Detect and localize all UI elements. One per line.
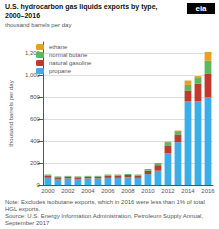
svg-text:800: 800 <box>30 94 41 100</box>
svg-text:Note: Excludes isobutane expor: Note: Excludes isobutane exports, which … <box>5 199 206 205</box>
svg-text:HGL exports.: HGL exports. <box>5 206 40 212</box>
svg-text:2002: 2002 <box>61 188 75 194</box>
svg-text:Source: U.S. Energy Informatio: Source: U.S. Energy Information Administ… <box>5 213 205 219</box>
svg-text:600: 600 <box>30 116 41 122</box>
svg-text:thousand barrels per day: thousand barrels per day <box>5 22 71 28</box>
svg-text:2006: 2006 <box>101 188 115 194</box>
svg-text:September 2017: September 2017 <box>5 220 50 226</box>
svg-text:0: 0 <box>37 182 41 188</box>
svg-text:ethane: ethane <box>49 44 68 50</box>
svg-text:propane: propane <box>49 68 72 74</box>
svg-text:2004: 2004 <box>81 188 95 194</box>
svg-text:2000: 2000 <box>41 188 55 194</box>
svg-text:2010: 2010 <box>141 188 155 194</box>
svg-text:eia: eia <box>195 4 207 13</box>
svg-text:400: 400 <box>30 138 41 144</box>
svg-text:natural gasoline: natural gasoline <box>49 60 92 66</box>
svg-text:1,000: 1,000 <box>24 72 40 78</box>
svg-text:2016: 2016 <box>201 188 215 194</box>
svg-text:2008: 2008 <box>121 188 135 194</box>
svg-text:thousand barrels per day: thousand barrels per day <box>8 80 14 146</box>
svg-text:200: 200 <box>30 160 41 166</box>
svg-text:2014: 2014 <box>181 188 195 194</box>
svg-text:U.S. hydrocarbon gas liquids e: U.S. hydrocarbon gas liquids exports by … <box>5 3 158 11</box>
svg-text:1,200: 1,200 <box>24 50 40 56</box>
svg-text:2012: 2012 <box>161 188 175 194</box>
svg-text:2000–2016: 2000–2016 <box>5 12 40 19</box>
svg-text:normal butane: normal butane <box>49 52 88 58</box>
